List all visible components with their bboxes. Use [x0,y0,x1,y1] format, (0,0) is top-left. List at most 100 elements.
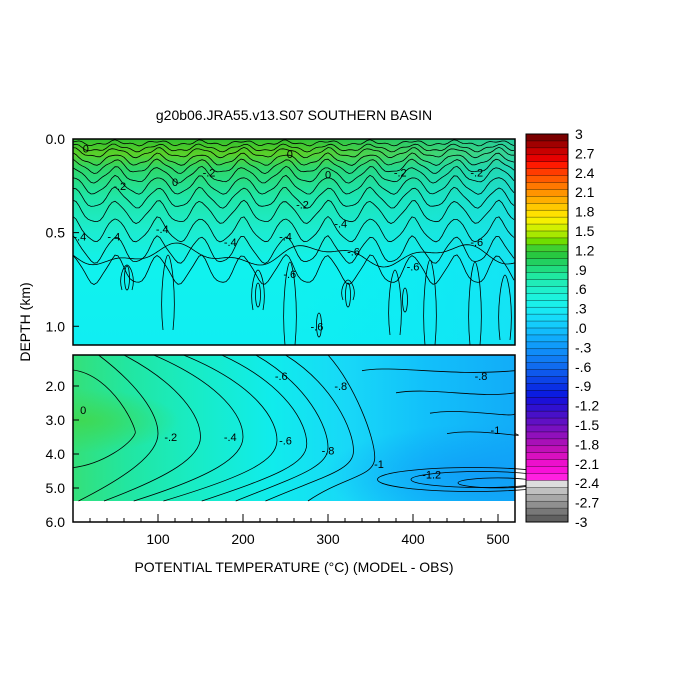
contour-line [72,139,515,147]
contour-label: -.2 [394,168,407,180]
upper-contour-lines [72,139,516,346]
colorbar-swatch [526,445,568,454]
contour-line [395,390,516,395]
colorbar-label: .0 [575,320,587,336]
x-tick-label: 400 [401,531,425,547]
contour-label: -.6 [311,321,324,333]
contour-line [133,354,244,502]
contour-label: -.6 [347,246,360,258]
contour-label: -.4 [224,237,237,249]
contour-label: -.4 [279,231,292,243]
contour-label: -.8 [475,371,488,383]
colorbar-swatch [526,293,568,301]
contour-label: -.2 [296,200,309,212]
x-axis: 100 200 300 400 500 [89,514,510,547]
colorbar-label: -.6 [575,359,592,375]
contour-line [265,354,354,502]
colorbar-swatch [526,147,568,156]
colorbar-swatch [526,362,568,370]
contour-loop [402,287,408,313]
contour-line [72,158,515,175]
colorbar-swatch [526,376,568,384]
colorbar-swatch [526,272,568,280]
contour-label: -.2 [164,432,177,444]
contour-label: -.8 [322,446,335,458]
contour-label: -.4 [156,224,169,236]
colorbar-label: -2.7 [575,495,599,511]
colorbar-swatch [526,244,568,253]
colorbar-swatch [526,431,568,440]
colorbar-swatch [526,355,568,363]
colorbar-frame [525,133,569,523]
contour-loop [316,312,322,338]
x-tick-label: 200 [231,531,255,547]
colorbar-swatch [526,321,568,329]
contour-line [283,261,297,346]
colorbar-swatch [526,286,568,294]
colorbar-swatch [526,515,568,523]
colorbar-swatch [526,279,568,287]
colorbar-swatch [526,369,568,377]
contour-line [163,354,278,502]
contour-line [72,174,515,195]
contour-label: -.2 [113,181,126,193]
colorbar-swatch [526,411,568,419]
colorbar-swatch [526,300,568,308]
contour-line [201,354,308,502]
colorbar-swatch [526,168,568,176]
contour-line [388,269,402,336]
colorbar-swatch [526,182,568,190]
colorbar-swatch [526,494,568,502]
colorbar-swatch [526,459,568,467]
lower-contour-labels: 0 -.2 -.4 -.6 -.6 -.8 -.8 -.8 -1 -1 -1.2 [80,371,500,482]
colorbar-swatch [526,383,568,391]
colorbar-label: 3 [575,126,583,142]
colorbar-swatch [526,397,568,405]
colorbar-swatch [526,348,568,357]
contour-label: -1 [491,425,501,437]
contour-label: -.6 [470,237,483,249]
colorbar-swatch [526,134,568,142]
contour-label: -.2 [470,168,483,180]
colorbar-swatch [526,189,568,197]
contour-line [423,259,437,346]
colorbar-swatch [526,217,568,225]
colorbar-swatch [526,210,568,218]
colorbar-swatch [526,501,568,509]
colorbar-swatch [526,466,568,474]
x-axis-title: POTENTIAL TEMPERATURE (°C) (MODEL - OBS) [134,559,453,575]
colorbar-swatch [526,473,568,481]
colorbar-label: .3 [575,301,587,317]
lower-contour-lines [72,354,568,502]
colorbar-label: -2.1 [575,456,599,472]
contour-label: -.6 [279,435,292,447]
lower-panel-green-blob [73,355,515,501]
contour-label: 0 [172,177,178,189]
contour-line [72,369,136,468]
contour-line [72,152,515,166]
contour-label: 0 [80,405,86,417]
y-tick-label: 4.0 [46,446,66,462]
colorbar-swatch [526,307,568,315]
colorbar-swatch [526,175,568,183]
colorbar-label: 1.8 [575,204,595,220]
contour-line [161,254,175,331]
contour-label: -.6 [275,371,288,383]
y-tick-label: 6.0 [46,514,66,530]
contour-label: -.6 [407,261,420,273]
y-axis-lower: 2.0 3.0 4.0 5.0 6.0 [46,378,79,530]
contour-loop [255,282,261,308]
colorbar-swatch [526,452,568,460]
colorbar-swatch [526,196,568,204]
colorbar-label: -.3 [575,339,592,355]
colorbar-label: -.9 [575,378,592,394]
colorbar-swatch [526,161,568,169]
contour-line [103,354,201,502]
colorbar-label: 2.7 [575,145,595,161]
colorbar-swatch [526,140,568,149]
contour-line [72,165,515,184]
contour-line [307,354,376,502]
contour-line [251,269,265,311]
upper-contour-labels: 0 -.2 0 -.2 0 -.2 0 -.2 -.2 -.4 -.4 -.4 -.4 -.4 -.4 -.6… [73,143,483,333]
